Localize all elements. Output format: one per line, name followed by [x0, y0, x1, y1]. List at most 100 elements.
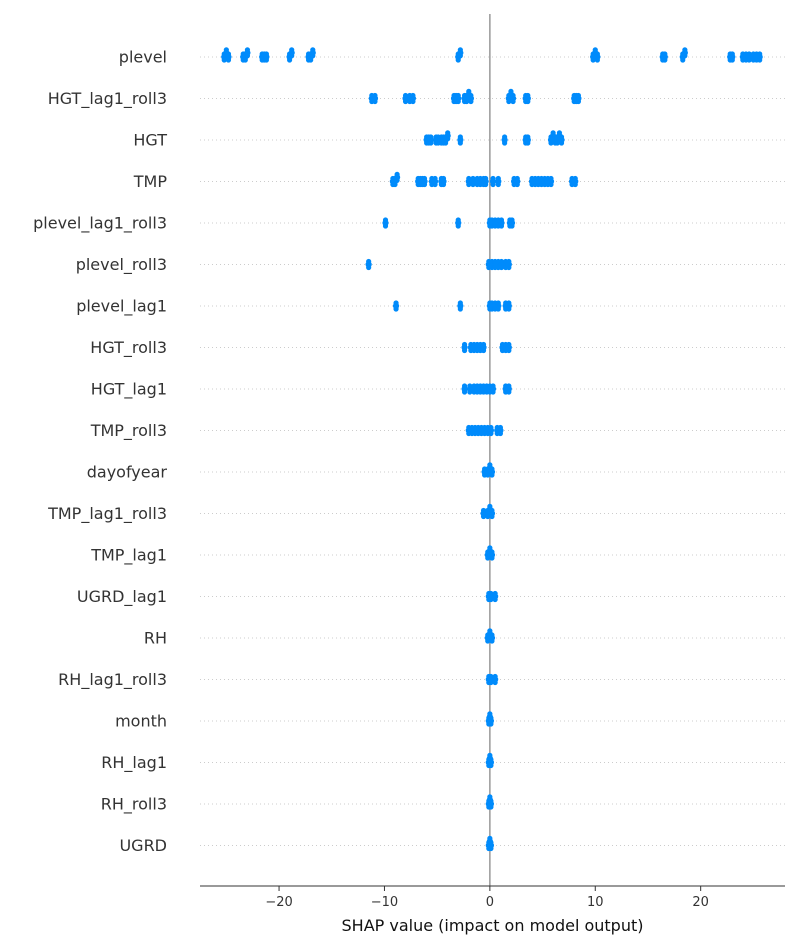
data-point-stack-tmp-8 [432, 175, 438, 182]
feature-label-month: month [115, 712, 167, 731]
x-tick-label-2: 0 [486, 895, 494, 910]
data-point-stack-ugrd-lag1-1 [488, 590, 494, 597]
data-point-stack-b-tmp-roll3-9 [497, 430, 504, 437]
data-point-stack-b-hgt-16 [554, 140, 560, 146]
data-point-stack-plevel-27 [746, 51, 752, 57]
x-tick-label-3: 10 [587, 895, 604, 910]
data-point-stack-b-hgt-10 [502, 140, 508, 146]
data-point-stack-b-plevel-22 [682, 53, 688, 59]
data-point-stack-plevel-lag1-1 [457, 300, 463, 306]
x-axis-title: SHAP value (impact on model output) [342, 916, 644, 935]
data-point-stack-hgt-lag1-roll3-4 [410, 92, 416, 99]
data-point-stack-b-hgt-lag1-roll3-11 [468, 98, 474, 105]
data-point-stack-plevel-lag1-roll3-1 [455, 217, 461, 223]
data-point-stack-b-hgt-8 [445, 136, 451, 142]
feature-label-hgt-roll3: HGT_roll3 [90, 338, 167, 358]
data-point-stack-hgt-roll3-0 [461, 341, 468, 348]
data-point-stack-b-hgt-roll3-8 [506, 347, 512, 354]
feature-label-dayofyear: dayofyear [87, 463, 168, 482]
data-point-stack-plevel-lag1-5 [495, 300, 501, 306]
data-point-stack-rh-lag1-roll3-1 [488, 673, 494, 680]
data-point-stack-b-rh-lag1-roll3-1 [488, 679, 494, 686]
data-point-stack-hgt-lag1-roll3-2 [402, 92, 409, 99]
data-point-stack-plevel-15 [457, 47, 463, 53]
data-point-stack-b-plevel-lag1-5 [495, 306, 501, 312]
data-point-stack-b-tmp-17 [490, 181, 496, 188]
data-point-stack-b-plevel-13 [310, 53, 316, 59]
data-point-stack-b-hgt-lag1-roll3-19 [575, 98, 582, 105]
data-point-stack-rh-roll3-1 [487, 794, 493, 800]
data-point-stack-tmp-lag1-roll3-0 [480, 507, 487, 514]
data-point-stack-ugrd-lag1-2 [492, 590, 498, 597]
feature-label-rh-lag1-roll3: RH_lag1_roll3 [58, 670, 167, 690]
x-axis: −20 −10 0 10 20 SHAP value (impact on model … [200, 885, 785, 935]
data-point-stack-b-hgt-lag1-roll3-7 [455, 98, 461, 105]
data-point-stack-b-tmp-27 [548, 181, 554, 188]
data-point-stack-rh-roll3-2 [488, 798, 494, 804]
data-point-stack-b-rh-roll3-2 [488, 804, 494, 810]
feature-label-ugrd-lag1: UGRD_lag1 [77, 587, 167, 607]
data-point-stack-tmp-lag1-roll3-3 [489, 507, 495, 514]
data-point-stack-ugrd-2 [488, 839, 494, 846]
data-point-stack-b-plevel-lag1-roll3-0 [382, 223, 389, 229]
data-point-stack-b-hgt-lag1-roll3-2 [402, 98, 409, 105]
data-point-stack-tmp-2 [394, 171, 400, 177]
data-point-stack-hgt-10 [502, 134, 508, 140]
data-point-stack-hgt-lag1-10 [506, 383, 512, 389]
data-point-stack-rh-1 [487, 628, 493, 634]
data-point-stack-tmp-lag1-roll3-2 [487, 503, 493, 509]
feature-label-rh: RH [144, 629, 167, 648]
data-point-stack-tmp-18 [495, 175, 501, 182]
data-point-stack-b-plevel-30 [757, 57, 763, 63]
data-point-stack-plevel-lag1-roll3-0 [382, 217, 389, 223]
data-point-stack-tmp-10 [440, 175, 447, 182]
data-point-stack-b-tmp-16 [483, 181, 489, 188]
data-point-stack-b-hgt-lag1-roll3-4 [410, 98, 416, 105]
data-point-stack-b-month-2 [488, 721, 494, 727]
data-point-stack-b-plevel-15 [457, 53, 463, 59]
data-point-stack-b-hgt-18 [558, 140, 565, 146]
feature-labels: plevel HGT_lag1_roll3 HGT TMP plevel_lag1_ro… [33, 48, 167, 856]
data-point-stack-hgt-12 [525, 134, 531, 140]
data-point-stack-b-hgt-lag1-10 [506, 389, 512, 395]
data-point-stack-hgt-lag1-roll3-14 [510, 92, 516, 99]
data-point-stack-plevel-24 [729, 51, 735, 57]
data-point-stack-hgt-2 [428, 134, 434, 140]
feature-label-plevel-roll3: plevel_roll3 [76, 255, 167, 275]
data-point-stack-tmp-17 [490, 175, 496, 182]
data-point-stack-b-hgt-7 [442, 140, 449, 146]
data-point-stack-b-tmp-lag1-0 [485, 555, 491, 561]
feature-label-rh-lag1: RH_lag1 [101, 753, 167, 773]
row-guides [200, 56, 785, 846]
data-point-stack-b-plevel-roll3-7 [506, 264, 512, 271]
data-point-stack-hgt-roll3-5 [480, 341, 487, 348]
data-point-stack-plevel-roll3-0 [366, 258, 372, 265]
data-point-stack-b-rh-lag1-2 [488, 762, 494, 769]
x-tick-label-4: 20 [692, 895, 709, 910]
data-point-stack-b-plevel-27 [746, 57, 752, 63]
feature-label-plevel-lag1: plevel_lag1 [76, 297, 167, 317]
data-point-stack-plevel-17 [592, 47, 598, 53]
data-point-stack-dayofyear-2 [487, 462, 493, 468]
data-point-stack-b-hgt-lag1-roll3-1 [372, 98, 378, 105]
data-point-stack-b-plevel-roll3-5 [498, 264, 505, 271]
data-point-stack-rh-2 [489, 632, 495, 638]
data-point-stack-b-plevel-lag1-1 [457, 306, 463, 312]
data-point-stack-b-hgt-lag1-0 [461, 389, 468, 395]
data-point-stack-b-tmp-roll3-7 [488, 430, 494, 437]
data-point-stack-b-ugrd-lag1-2 [492, 596, 498, 603]
data-point-stack-b-tmp-lag1-roll3-1 [485, 513, 491, 520]
data-point-stack-tmp-16 [483, 175, 489, 182]
data-point-stack-b-tmp-29 [572, 181, 578, 188]
data-point-stack-b-tmp-lag1-roll3-0 [480, 513, 487, 520]
feature-label-hgt: HGT [133, 131, 167, 150]
data-point-stack-b-hgt-lag1-8 [490, 389, 496, 395]
data-point-stack-hgt-lag1-roll3-10 [466, 88, 472, 94]
data-point-stack-plevel-10 [289, 47, 295, 53]
data-point-stack-plevel-lag1-7 [506, 300, 512, 306]
data-point-stack-plevel-lag1-0 [393, 300, 399, 306]
data-point-stack-b-tmp-20 [514, 181, 520, 188]
data-point-stack-b-plevel-21 [680, 57, 686, 63]
feature-label-tmp: TMP [133, 172, 168, 191]
